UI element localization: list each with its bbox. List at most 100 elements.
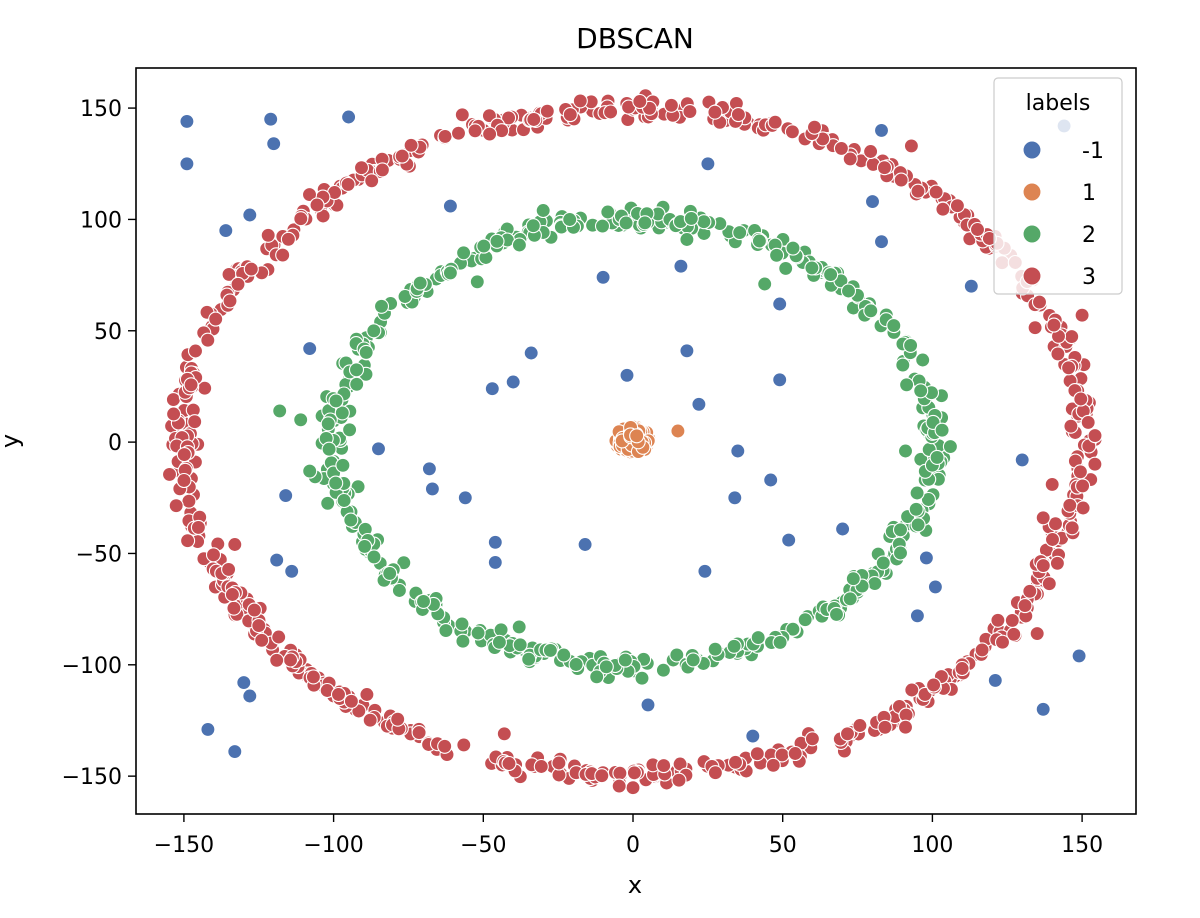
point-label-3 xyxy=(949,198,965,214)
y-tick-label: −100 xyxy=(62,654,122,679)
point-label-3 xyxy=(612,765,628,781)
x-tick-label: 150 xyxy=(1061,833,1103,858)
point-label-2 xyxy=(751,233,767,249)
point-label--1 xyxy=(577,536,593,553)
point-label-3 xyxy=(437,128,453,144)
point-label-2 xyxy=(525,218,541,234)
point-label-2 xyxy=(336,492,352,509)
point-label--1 xyxy=(987,672,1003,688)
point-label-3 xyxy=(1027,320,1043,336)
point-label-2 xyxy=(328,475,344,491)
point-label-3 xyxy=(1031,294,1048,310)
point-label--1 xyxy=(341,109,357,125)
point-label-3 xyxy=(501,755,517,772)
point-label-2 xyxy=(840,283,857,299)
point-label-3 xyxy=(1044,476,1060,492)
point-label-3 xyxy=(1029,626,1045,642)
point-label-3 xyxy=(181,493,197,509)
point-label-2 xyxy=(454,616,470,632)
point-label-3 xyxy=(227,536,243,553)
point-label-2 xyxy=(903,337,919,353)
point-label--1 xyxy=(1014,452,1030,468)
point-label-3 xyxy=(176,472,192,489)
legend-label: -1 xyxy=(1082,139,1104,164)
point-label-2 xyxy=(804,260,820,276)
point-label-3 xyxy=(1049,555,1065,571)
point-label-3 xyxy=(221,561,237,577)
point-label-3 xyxy=(1080,414,1096,430)
point-label--1 xyxy=(772,296,788,312)
point-label-3 xyxy=(411,725,427,741)
point-label-3 xyxy=(784,124,800,140)
x-tick-label: −150 xyxy=(154,833,214,858)
point-label-2 xyxy=(785,240,801,256)
point-label-2 xyxy=(726,638,742,654)
point-label-3 xyxy=(200,332,216,348)
point-label--1 xyxy=(487,534,503,550)
point-label-3 xyxy=(260,227,276,243)
point-label--1 xyxy=(484,381,500,397)
point-label-3 xyxy=(863,143,879,160)
y-tick-label: 100 xyxy=(80,208,122,233)
point-label-2 xyxy=(476,238,492,254)
point-label-2 xyxy=(823,267,839,283)
point-label--1 xyxy=(679,343,695,359)
point-label-2 xyxy=(867,576,883,592)
point-label-3 xyxy=(501,110,517,126)
point-label-2 xyxy=(438,623,454,639)
point-label-3 xyxy=(340,176,356,192)
point-label-3 xyxy=(562,107,578,123)
point-label-2 xyxy=(797,612,813,628)
point-label-3 xyxy=(749,746,765,762)
point-label-2 xyxy=(634,670,650,686)
point-label-3 xyxy=(551,755,567,771)
point-label--1 xyxy=(302,341,318,357)
point-label-2 xyxy=(556,647,572,663)
y-tick-label: −50 xyxy=(76,542,122,567)
point-label-3 xyxy=(1063,418,1079,434)
point-label-2 xyxy=(334,405,350,421)
point-label-2 xyxy=(373,298,390,314)
point-label-3 xyxy=(305,669,321,685)
point-label--1 xyxy=(1071,648,1087,664)
point-label-3 xyxy=(572,93,588,109)
point-label--1 xyxy=(242,207,258,223)
point-label-2 xyxy=(349,376,365,392)
point-label-2 xyxy=(929,449,945,465)
point-label-2 xyxy=(757,276,773,292)
point-label-3 xyxy=(374,162,390,178)
point-label-3 xyxy=(990,612,1006,628)
point-label-2 xyxy=(412,275,428,291)
point-label-2 xyxy=(589,669,605,685)
point-label--1 xyxy=(927,579,943,595)
point-label-3 xyxy=(362,712,378,728)
point-label-3 xyxy=(183,377,199,393)
point-label-3 xyxy=(626,765,642,781)
point-label-3 xyxy=(1047,516,1064,532)
point-label-2 xyxy=(511,237,527,253)
point-label--1 xyxy=(763,472,779,488)
point-label-3 xyxy=(222,293,238,309)
legend: labels -1 1 2 3 xyxy=(993,77,1123,295)
point-label-3 xyxy=(254,632,270,648)
point-label-2 xyxy=(875,555,891,571)
point-label--1 xyxy=(963,278,979,294)
point-label-2 xyxy=(908,501,924,517)
point-label-2 xyxy=(913,383,929,399)
point-label-2 xyxy=(942,439,958,455)
point-label-2 xyxy=(293,412,309,428)
point-label--1 xyxy=(730,443,746,459)
point-label-2 xyxy=(598,659,614,675)
point-label-3 xyxy=(611,778,627,794)
point-label--1 xyxy=(1035,701,1051,717)
point-label-2 xyxy=(909,485,925,501)
point-label-3 xyxy=(1087,428,1103,444)
point-label-3 xyxy=(594,768,610,784)
point-label-2 xyxy=(655,662,671,678)
point-label--1 xyxy=(700,156,716,172)
point-label-2 xyxy=(396,555,412,571)
point-label--1 xyxy=(179,156,195,172)
point-label-2 xyxy=(562,211,578,228)
point-label-3 xyxy=(897,719,914,735)
x-axis: −150 −100 −50 0 50 100 150 xyxy=(154,814,1103,858)
